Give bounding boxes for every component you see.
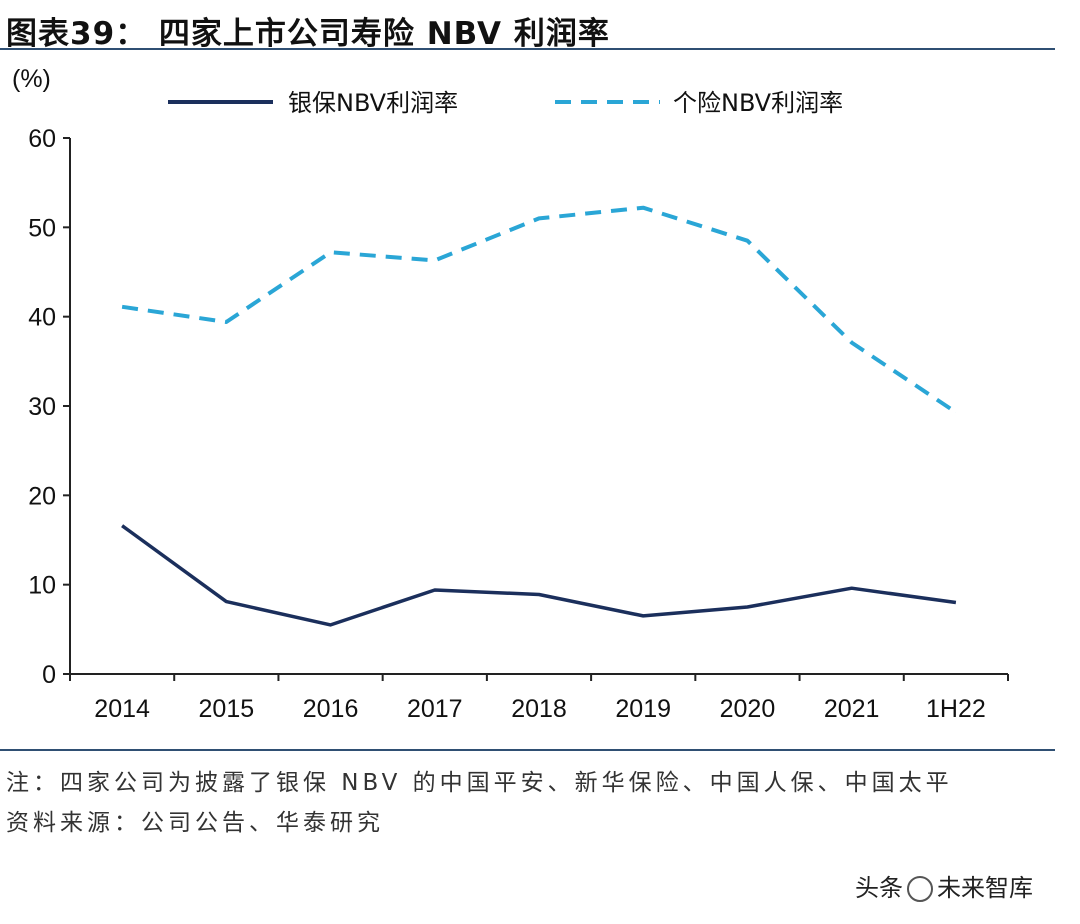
y-tick-label: 0 (42, 661, 56, 689)
chart-title: 图表39： 四家上市公司寿险 NBV 利润率 (6, 16, 610, 52)
x-tick-label: 2021 (824, 695, 880, 723)
line-chart: (%) 0 10 20 30 40 50 60 2014 2015 2016 2017 2018 2019… (12, 65, 1009, 723)
y-tick-label: 20 (28, 482, 56, 510)
chart-note: 注：四家公司为披露了银保 NBV 的中国平安、新华保险、中国人保、中国太平 (6, 770, 953, 796)
x-tick-label: 2014 (94, 695, 150, 723)
chart-legend: 银保NBV利润率 个险NBV利润率 (168, 89, 843, 117)
x-tick-label: 2015 (199, 695, 255, 723)
wechat-icon (907, 876, 933, 902)
footer-divider (0, 749, 1055, 751)
x-tick-label: 2017 (407, 695, 463, 723)
legend-label-1: 银保NBV利润率 (288, 89, 458, 117)
series-line-2 (121, 205, 958, 414)
x-tick-label: 1H22 (926, 695, 986, 723)
chart-series (121, 205, 958, 627)
y-axis-unit: (%) (12, 65, 51, 93)
x-tick-label: 2018 (511, 695, 567, 723)
watermark-right: 未来智库 (937, 874, 1033, 902)
series-line-1 (121, 524, 957, 627)
title-divider (0, 48, 1055, 50)
watermark-left: 头条 (855, 874, 903, 902)
y-tick-label: 60 (28, 125, 56, 153)
y-tick-label: 10 (28, 572, 56, 600)
chart-source: 资料来源：公司公告、华泰研究 (6, 810, 384, 836)
y-tick-label: 40 (28, 304, 56, 332)
chart-ticks: (%) 0 10 20 30 40 50 60 2014 2015 2016 2017 2018 2019… (12, 65, 1009, 723)
y-tick-label: 30 (28, 393, 56, 421)
x-tick-label: 2019 (615, 695, 671, 723)
x-tick-label: 2016 (303, 695, 359, 723)
y-tick-label: 50 (28, 214, 56, 242)
x-tick-label: 2020 (720, 695, 776, 723)
watermark: 头条 未来智库 (855, 868, 1033, 903)
legend-label-2: 个险NBV利润率 (673, 89, 843, 117)
